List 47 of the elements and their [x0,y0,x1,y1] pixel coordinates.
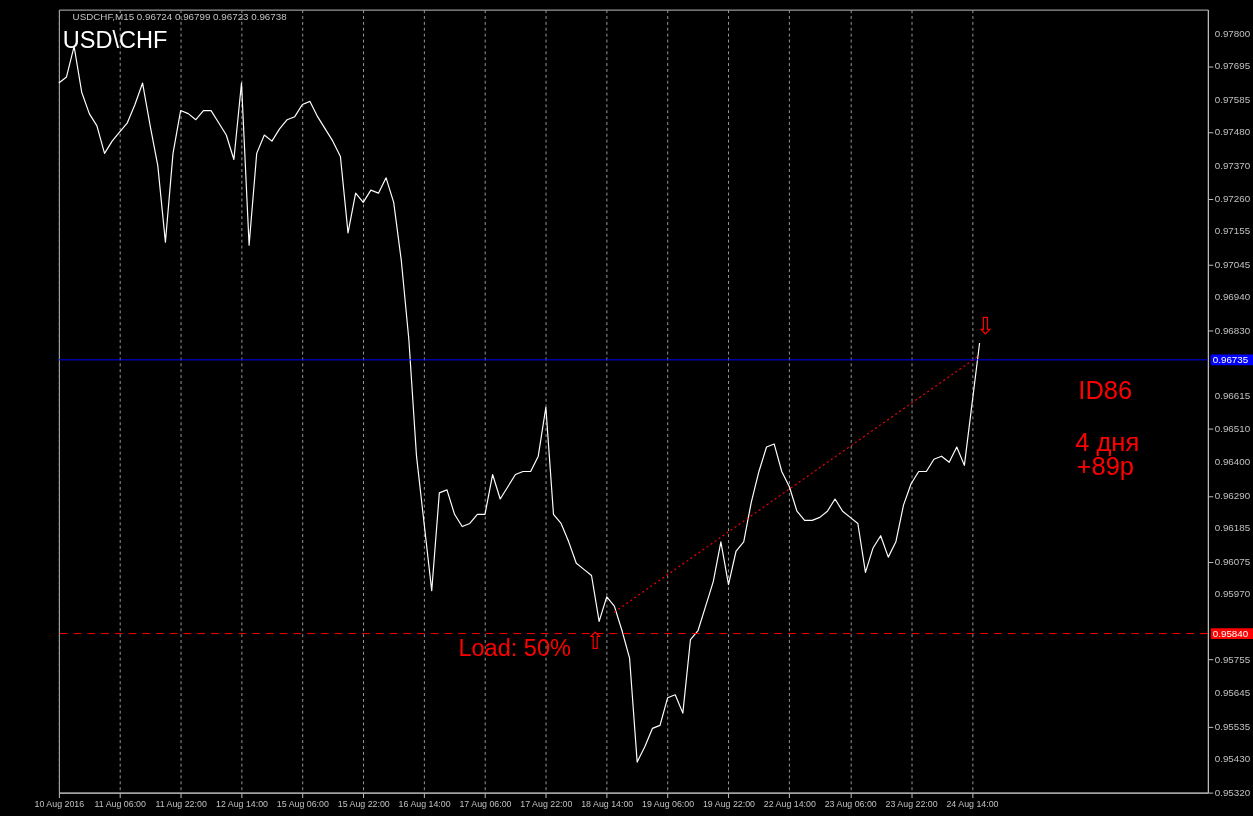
x-tick-label: 18 Aug 14:00 [581,798,634,809]
y-tick-label: 0.96400 [1214,456,1251,468]
x-tick-label: 11 Aug 22:00 [155,798,207,809]
annotation: ⇩ [975,311,996,340]
x-tick-label: 17 Aug 22:00 [520,798,573,809]
annotation: 4 дня [1075,428,1140,457]
x-tick-label: 17 Aug 06:00 [459,798,512,809]
ref-line-label: 0.95840 [1212,627,1249,639]
x-tick-label: 16 Aug 14:00 [398,798,451,809]
x-tick-label: 23 Aug 06:00 [824,798,877,809]
x-tick-label: 15 Aug 06:00 [276,798,329,809]
chart-subtitle: USDCHF,M15 0.96724 0.96799 0.96723 0.96738 [72,11,288,23]
y-tick-label: 0.95755 [1214,653,1251,665]
y-tick-label: 0.96830 [1214,324,1251,336]
y-tick-label: 0.97800 [1214,28,1251,40]
y-tick-label: 0.97155 [1214,225,1251,237]
x-tick-label: 22 Aug 14:00 [763,798,816,809]
y-tick-label: 0.96940 [1214,291,1251,303]
y-tick-label: 0.97045 [1214,258,1251,270]
y-tick-label: 0.97585 [1214,93,1251,105]
x-tick-label: 12 Aug 14:00 [215,798,269,809]
x-tick-label: 24 Aug 14:00 [946,798,999,809]
annotation: ID86 [1078,375,1133,404]
y-tick-label: 0.96075 [1214,555,1251,567]
annotation: ⇧ [585,626,606,655]
y-tick-label: 0.97370 [1214,159,1251,171]
x-tick-label: 19 Aug 06:00 [642,798,695,809]
x-tick-label: 15 Aug 22:00 [337,798,390,809]
y-tick-label: 0.95645 [1214,687,1251,699]
x-tick-label: 10 Aug 2016 [34,798,85,809]
y-tick-label: 0.95535 [1214,720,1251,732]
ref-line-label: 0.96735 [1212,353,1249,365]
y-tick-label: 0.97260 [1214,193,1251,205]
x-tick-label: 11 Aug 06:00 [94,798,147,809]
y-tick-label: 0.96290 [1214,489,1251,501]
annotation: Load: 50% [458,634,571,661]
y-tick-label: 0.96185 [1214,522,1251,534]
x-tick-label: 19 Aug 22:00 [702,798,756,809]
y-tick-label: 0.97480 [1214,125,1251,137]
y-tick-label: 0.95970 [1214,587,1251,599]
text: USD\CHF [62,26,168,53]
y-tick-label: 0.97695 [1214,60,1251,72]
x-tick-label: 23 Aug 22:00 [885,798,938,809]
y-tick-label: 0.96615 [1214,390,1251,402]
y-tick-label: 0.95320 [1214,786,1251,798]
y-tick-label: 0.96510 [1214,422,1251,434]
y-tick-label: 0.95430 [1214,752,1251,764]
